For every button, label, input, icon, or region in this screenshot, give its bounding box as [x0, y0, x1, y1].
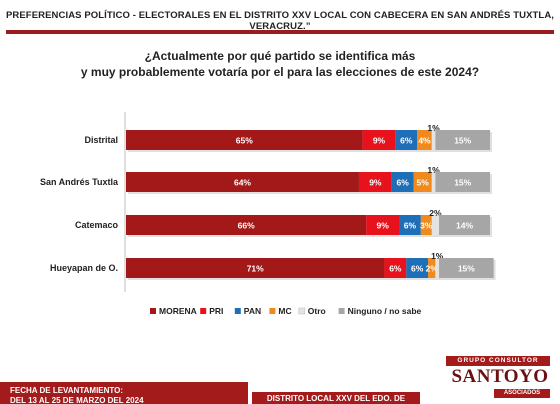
- stacked-bar-chart: Distrital 65% 9% 6% 4% 1% 15% San Andrés Tuxtla…: [40, 112, 496, 316]
- question-line-1: ¿Actualmente por qué partido se identifi…: [144, 49, 416, 63]
- data-label: 6%: [400, 136, 413, 146]
- data-label: 1%: [427, 165, 440, 175]
- bar-segment: [435, 130, 490, 150]
- data-label: 9%: [373, 136, 386, 146]
- legend-swatch: [150, 308, 156, 314]
- data-label: 6%: [411, 264, 424, 274]
- bar-segment: [439, 215, 490, 235]
- legend-swatch: [269, 308, 276, 314]
- data-label: 9%: [376, 221, 389, 231]
- data-label: 4%: [418, 136, 431, 146]
- data-label: 15%: [454, 178, 471, 188]
- legend-label: PRI: [209, 306, 223, 316]
- data-label: 6%: [389, 264, 402, 274]
- bar-segment: [406, 258, 429, 278]
- data-label: 71%: [247, 264, 264, 274]
- data-label: 15%: [458, 264, 475, 274]
- data-label: 2%: [426, 264, 439, 274]
- bar-segment: [384, 258, 407, 278]
- survey-date-label: FECHA DE LEVANTAMIENTO:: [10, 386, 124, 395]
- category-label: Distrital: [84, 135, 118, 145]
- data-label: 1%: [431, 251, 444, 261]
- bar-segment: [399, 215, 421, 235]
- bar-segment: [428, 258, 436, 278]
- bar-segment: [126, 130, 363, 150]
- data-label: 65%: [236, 136, 253, 146]
- data-label: 9%: [369, 178, 382, 188]
- data-label: 15%: [454, 136, 471, 146]
- legend-label: Otro: [308, 306, 326, 316]
- category-label: Catemaco: [75, 220, 119, 230]
- data-label: 64%: [234, 178, 251, 188]
- data-label: 6%: [396, 178, 409, 188]
- question-line-2: y muy probablemente votaría por el para …: [80, 65, 480, 79]
- bar-segment: [413, 172, 432, 192]
- data-label: 66%: [238, 221, 255, 231]
- company-logo: GRUPO CONSULTOR SANTOYO ASOCIADOS: [426, 356, 554, 402]
- survey-date-banner: FECHA DE LEVANTAMIENTO: DEL 13 AL 25 DE …: [0, 382, 248, 404]
- bar-segment: [126, 172, 359, 192]
- bar-segment: [431, 215, 440, 235]
- category-label: San Andrés Tuxtla: [40, 177, 119, 187]
- header-divider: [6, 30, 554, 34]
- bar-segment: [439, 258, 494, 278]
- bar-segment: [395, 130, 418, 150]
- bar-segment: [431, 130, 436, 150]
- report-title: PREFERENCIAS POLÍTICO - ELECTORALES EN E…: [5, 10, 555, 32]
- district-banner: DISTRITO LOCAL XXV DEL EDO. DE VERACRUZ: [252, 392, 420, 404]
- survey-question: ¿Actualmente por qué partido se identifi…: [0, 48, 560, 80]
- bar-segment: [431, 172, 436, 192]
- legend-swatch: [200, 308, 207, 314]
- data-label: 2%: [429, 208, 442, 218]
- bar-segment: [435, 258, 440, 278]
- bar-segment: [126, 215, 367, 235]
- category-label: Hueyapan de O.: [50, 263, 118, 273]
- logo-main-text: SANTOYO: [451, 366, 549, 387]
- legend-label: PAN: [244, 306, 261, 316]
- bar-segment: [391, 172, 414, 192]
- data-label: 6%: [404, 221, 417, 231]
- survey-date-range: DEL 13 AL 25 DE MARZO DEL 2024: [10, 396, 144, 404]
- data-label: 14%: [456, 221, 473, 231]
- logo-bottom-text: ASOCIADOS: [494, 389, 550, 398]
- bar-segment: [362, 130, 396, 150]
- bar-segment: [366, 215, 399, 235]
- legend-label: MC: [278, 306, 291, 316]
- legend-swatch: [298, 307, 306, 315]
- bar-segment: [126, 258, 385, 278]
- legend-swatch: [234, 308, 241, 314]
- logo-top-text: GRUPO CONSULTOR: [446, 356, 550, 366]
- bar-segment: [358, 172, 392, 192]
- data-label: 1%: [427, 123, 440, 133]
- legend-swatch: [338, 308, 345, 314]
- bar-segment: [420, 215, 432, 235]
- bar-segment: [417, 130, 432, 150]
- legend-label: MORENA: [159, 306, 197, 316]
- data-label: 5%: [417, 178, 430, 188]
- legend-label: Ninguno / no sabe: [348, 306, 422, 316]
- bar-segment: [435, 172, 490, 192]
- data-label: 3%: [420, 221, 433, 231]
